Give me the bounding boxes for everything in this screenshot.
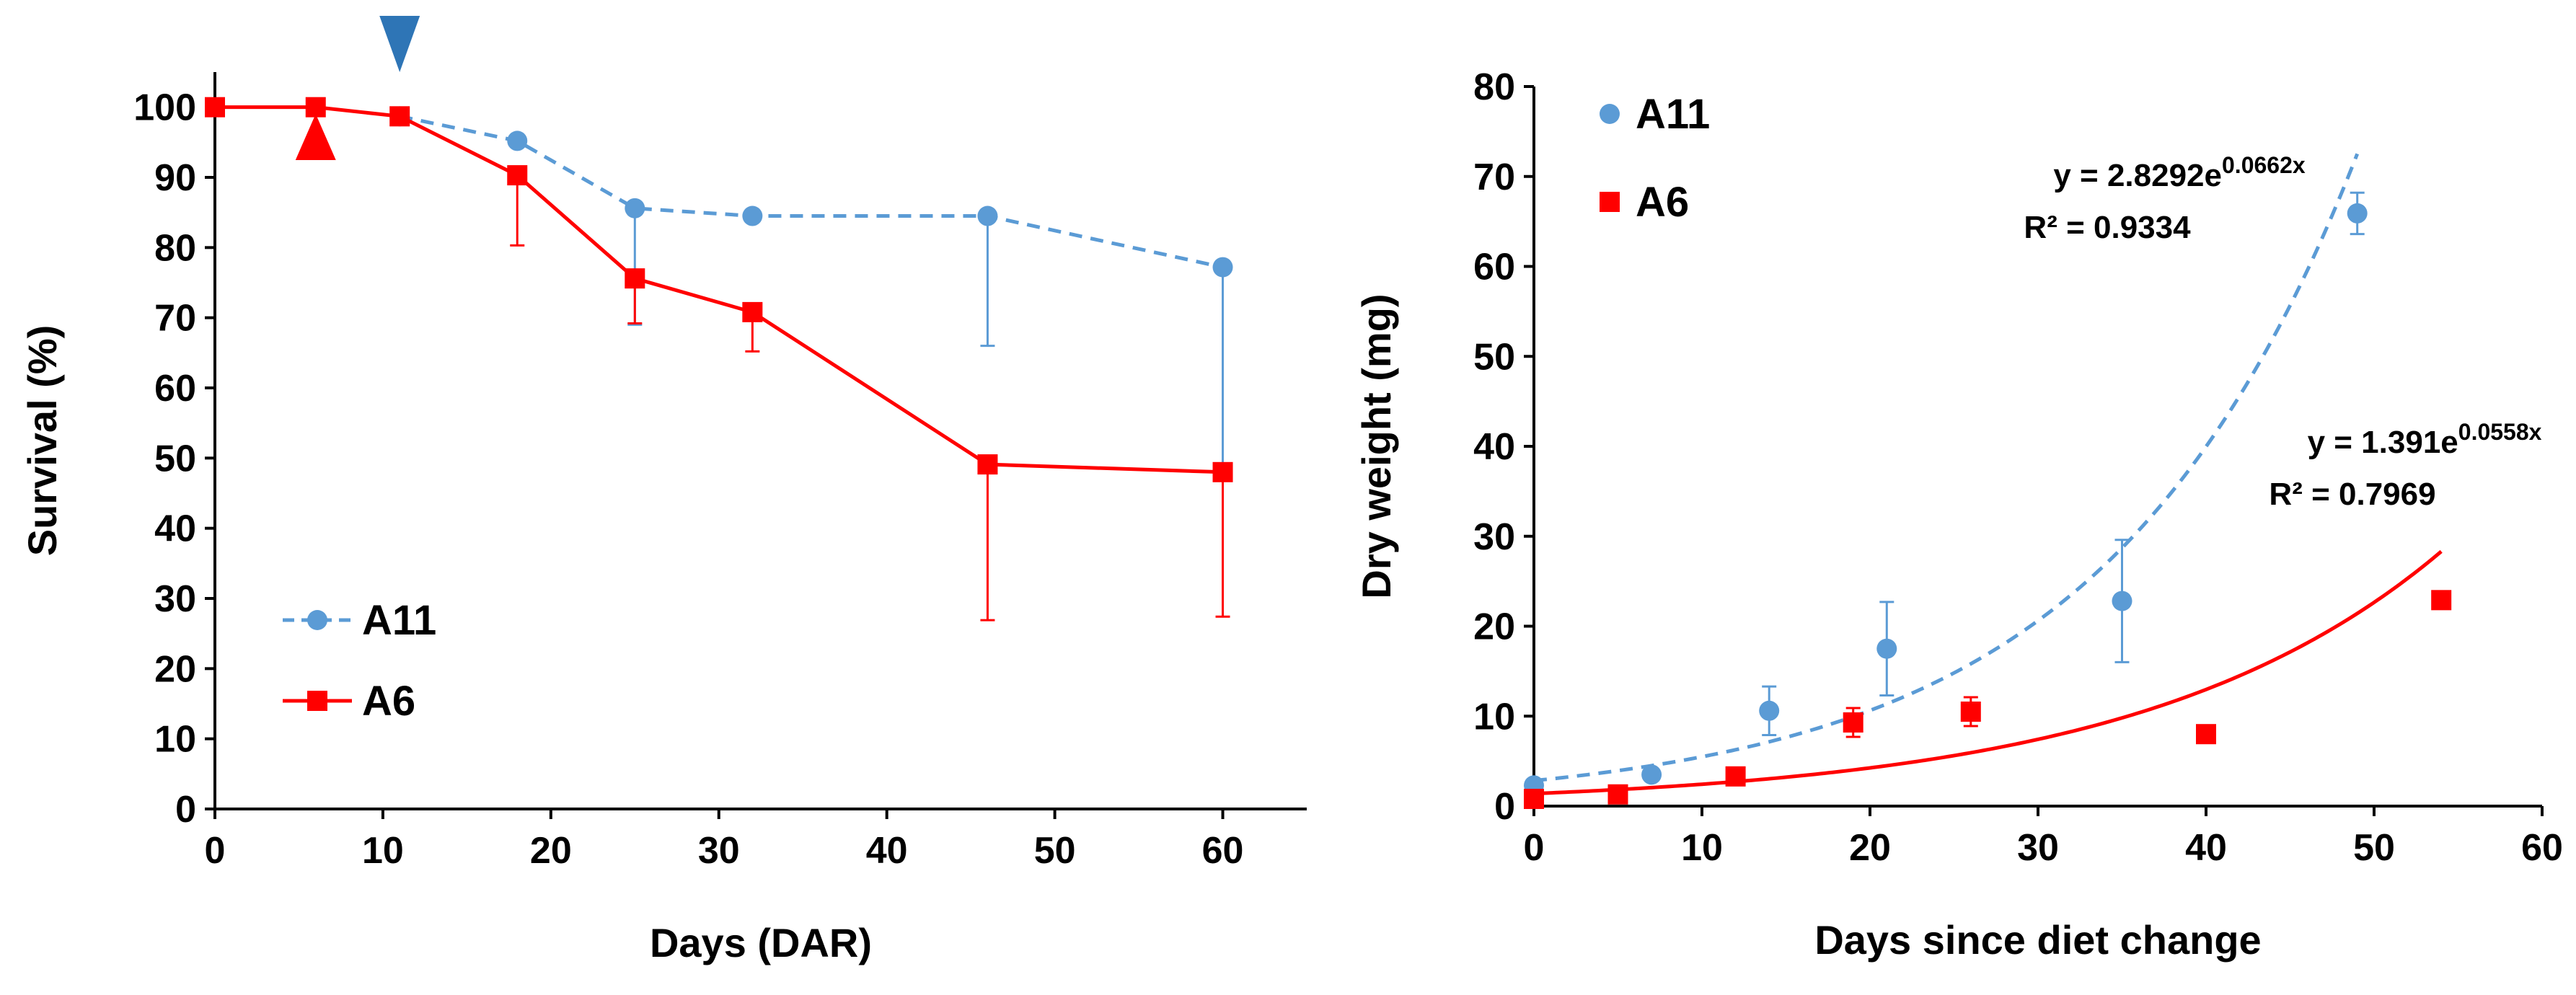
data-point — [742, 205, 763, 226]
y-tick-label: 80 — [1473, 66, 1515, 108]
trendline-equation: y = 1.391e0.0558x — [2308, 419, 2542, 460]
trendline-a11 — [1533, 153, 2360, 783]
legend-label: A11 — [1636, 91, 1710, 138]
data-point — [1212, 461, 1233, 482]
x-tick-label: 60 — [2521, 827, 2563, 869]
y-tick-label: 70 — [154, 298, 196, 340]
equation-exponent: 0.0662x — [2222, 152, 2306, 178]
data-point — [1759, 700, 1780, 721]
data-point — [1725, 766, 1746, 787]
x-tick-label: 10 — [362, 830, 404, 872]
x-tick-label: 30 — [698, 830, 740, 872]
y-tick-label: 20 — [1473, 606, 1515, 648]
y-tick-label: 20 — [154, 648, 196, 690]
data-point — [1876, 638, 1897, 659]
y-tick-label: 30 — [1473, 516, 1515, 558]
data-point — [507, 165, 528, 186]
series-a11: y = 2.8292e0.0662x R² = 0.9334 — [1524, 152, 2368, 796]
legend-item-a6: A6 — [1600, 179, 1689, 226]
data-point — [1641, 764, 1662, 785]
y-tick-label: 60 — [1473, 247, 1515, 288]
equation-exponent: 0.0558x — [2458, 419, 2542, 445]
legend-label: A11 — [362, 597, 436, 644]
y-tick-label: 10 — [154, 719, 196, 761]
x-tick-label: 10 — [1681, 827, 1723, 869]
legend-marker — [1600, 104, 1620, 124]
data-point — [2431, 590, 2452, 611]
data-point — [507, 131, 528, 151]
trendline-equation: y = 2.8292e0.0662x — [2053, 152, 2306, 193]
legend-label: A6 — [362, 678, 415, 725]
data-point — [625, 268, 645, 289]
y-tick-label: 100 — [133, 87, 196, 129]
equation-base: y = 1.391e — [2308, 425, 2458, 460]
series-a11 — [389, 106, 1233, 477]
data-point — [625, 198, 645, 218]
data-point — [1524, 789, 1544, 810]
data-point — [205, 97, 225, 118]
y-tick-label: 40 — [1473, 426, 1515, 468]
data-point — [2347, 203, 2368, 224]
y-tick-label: 50 — [1473, 336, 1515, 378]
data-point — [2112, 591, 2132, 611]
x-tick-label: 20 — [1849, 827, 1891, 869]
y-tick-label: 90 — [154, 157, 196, 199]
x-tick-label: 60 — [1202, 830, 1244, 872]
dry-weight-chart: 0 10 20 30 40 50 60 0 10 20 30 40 50 60 70 80 Days since… — [1354, 66, 2563, 963]
y-tick-label: 50 — [154, 438, 196, 479]
x-tick-label: 50 — [1034, 830, 1076, 872]
trendline-r-squared: R² = 0.9334 — [2024, 210, 2191, 245]
x-tick-label: 40 — [866, 830, 908, 872]
a11-marker-arrow — [379, 16, 420, 72]
y-tick-label: 60 — [154, 368, 196, 410]
legend-marker — [307, 610, 327, 630]
y-axis-label: Dry weight (mg) — [1354, 293, 1399, 598]
y-tick-label: 30 — [154, 578, 196, 620]
x-axis-label: Days (DAR) — [650, 920, 872, 965]
data-point — [389, 106, 410, 127]
series-a6: y = 1.391e0.0558x R² = 0.7969 — [1524, 419, 2542, 810]
x-tick-label: 50 — [2353, 827, 2395, 869]
y-tick-label: 10 — [1473, 696, 1515, 738]
data-point — [2196, 724, 2216, 745]
legend-item-a11: A11 — [1600, 91, 1710, 138]
x-tick-label: 30 — [2017, 827, 2059, 869]
data-point — [977, 205, 998, 226]
legend-item-a6: A6 — [283, 678, 415, 725]
x-axis-label: Days since diet change — [1814, 917, 2261, 963]
trendline-r-squared: R² = 0.7969 — [2269, 477, 2435, 512]
legend: A11 A6 — [283, 597, 436, 725]
equation-base: y = 2.8292e — [2053, 158, 2222, 193]
trendline-a6 — [1533, 549, 2443, 796]
legend-item-a11: A11 — [283, 597, 436, 644]
legend-label: A6 — [1636, 179, 1689, 226]
x-tick-label: 0 — [1524, 827, 1545, 869]
x-tick-label: 0 — [205, 830, 226, 872]
y-axis-label: Survival (%) — [19, 325, 65, 557]
survival-chart: 0 10 20 30 40 50 60 0 10 20 30 40 50 60 70 80 90 100 Days … — [19, 16, 1307, 965]
y-tick-label: 70 — [1473, 156, 1515, 198]
series-a6 — [205, 97, 1233, 622]
y-tick-label: 0 — [1494, 786, 1515, 828]
data-point — [1843, 712, 1863, 733]
x-tick-label: 20 — [530, 830, 572, 872]
series-line-a11 — [399, 114, 1224, 270]
data-point — [1607, 784, 1628, 805]
data-point — [977, 454, 998, 475]
series-line-a6 — [215, 105, 1223, 474]
legend-marker — [1600, 192, 1620, 212]
y-tick-label: 40 — [154, 508, 196, 550]
data-point — [1960, 702, 1981, 722]
legend: A11 A6 — [1600, 91, 1710, 226]
x-tick-label: 40 — [2185, 827, 2227, 869]
data-point — [1212, 257, 1233, 278]
y-tick-label: 0 — [175, 789, 196, 831]
data-point — [742, 301, 763, 322]
legend-marker — [307, 691, 327, 711]
a6-marker-arrow — [295, 114, 336, 160]
y-tick-label: 80 — [154, 227, 196, 269]
